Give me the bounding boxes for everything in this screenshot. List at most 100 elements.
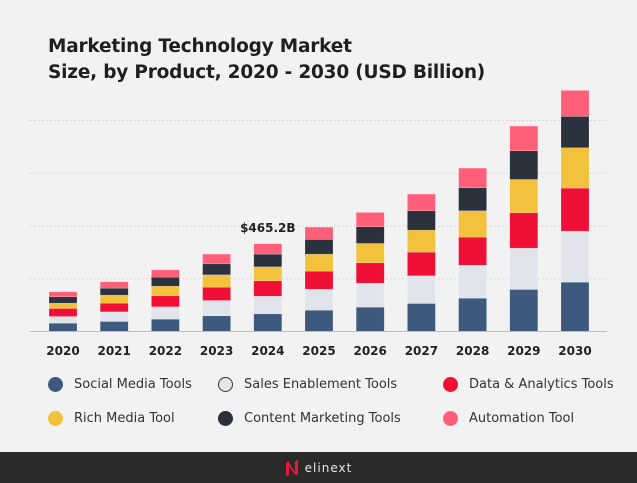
bar-segment-2022-5 (151, 269, 180, 278)
bar-segment-2021-4 (99, 287, 129, 296)
elinext-logo-icon (285, 459, 298, 476)
bar-segment-2030-2 (560, 187, 590, 232)
legend-swatch-icon (443, 377, 458, 392)
bar-segment-2027-3 (407, 229, 436, 253)
bar-segment-2028-5 (458, 167, 487, 189)
bar-segment-2023-2 (202, 286, 231, 301)
bar-segment-2020-4 (48, 296, 78, 304)
x-tick-label: 2026 (353, 344, 386, 358)
bar-segment-2026-1 (355, 282, 385, 308)
bar-segment-2020-2 (48, 308, 78, 317)
footer: elinext (0, 452, 637, 483)
bar-segment-2029-4 (509, 150, 539, 180)
bar-segment-2026-2 (355, 262, 385, 284)
x-tick-label: 2030 (558, 344, 591, 358)
legend-item: Social Media Tools (48, 377, 192, 392)
legend-label: Sales Enablement Tools (244, 377, 398, 392)
x-tick-label: 2021 (97, 344, 130, 358)
bar-segment-2020-5 (48, 291, 78, 298)
bar-segment-2024-5 (253, 243, 283, 255)
bar-segment-2021-5 (99, 281, 129, 289)
bar-segment-2025-1 (304, 288, 334, 311)
bar-segment-2021-3 (99, 294, 129, 304)
bar-segment-2027-4 (407, 210, 436, 231)
bar-segment-2028-1 (458, 264, 487, 299)
bar-segment-2026-0 (355, 306, 385, 332)
bar-segment-2029-3 (509, 179, 539, 214)
legend-swatch-icon (218, 377, 233, 392)
legend-label: Data & Analytics Tools (469, 377, 614, 392)
bar-segment-2023-4 (202, 263, 231, 276)
x-tick-label: 2022 (149, 344, 182, 358)
bar-segment-2022-0 (151, 318, 180, 332)
legend-swatch-icon (218, 411, 233, 426)
legend-label: Content Marketing Tools (244, 411, 401, 426)
legend-item: Content Marketing Tools (218, 411, 401, 426)
bar-segment-2030-1 (560, 230, 590, 283)
chart-title-line-2: Size, by Product, 2020 - 2030 (USD Billi… (48, 62, 486, 83)
legend-swatch-icon (48, 377, 63, 392)
bar-segment-2029-5 (509, 125, 539, 152)
legend-label: Social Media Tools (74, 377, 192, 392)
bar-segment-2028-3 (458, 210, 487, 238)
bar-segment-2030-4 (560, 116, 590, 149)
legend-label: Automation Tool (469, 411, 575, 426)
bar-segment-2022-1 (151, 306, 180, 320)
bar-segment-2022-3 (151, 285, 180, 297)
legend-item: Rich Media Tool (48, 411, 175, 426)
bar-segment-2020-3 (48, 302, 78, 309)
bar-segment-2021-1 (99, 311, 129, 322)
x-tick-label: 2023 (200, 344, 233, 358)
x-tick-label: 2027 (405, 344, 438, 358)
bar-segment-2027-2 (407, 251, 436, 277)
bar-segment-2026-4 (355, 226, 385, 244)
bar-segment-2022-2 (151, 295, 180, 308)
bar-segment-2024-0 (253, 313, 283, 332)
x-tick-label: 2024 (251, 344, 284, 358)
bar-segment-2021-2 (99, 302, 129, 313)
bar-segment-2029-0 (509, 289, 539, 332)
bar-segment-2030-0 (560, 281, 590, 332)
x-tick-label: 2028 (456, 344, 489, 358)
bar-segment-2025-5 (304, 226, 334, 240)
bar-segment-2022-4 (151, 276, 180, 287)
legend-label: Rich Media Tool (74, 411, 175, 426)
bar-segment-2027-1 (407, 275, 436, 304)
bar-segment-2020-0 (48, 322, 78, 332)
x-tick-label: 2025 (302, 344, 335, 358)
stacked-bar-chart: 2020 2021 2022 2023 2024 $465.2B 2025 2026 2027 2… (30, 90, 607, 358)
legend-swatch-icon (48, 411, 63, 426)
bar-segment-2024-4 (253, 253, 283, 268)
bar-segment-2026-5 (355, 212, 385, 228)
chart-title: Marketing Technology Market Size, by Pro… (48, 34, 485, 86)
legend-item: Automation Tool (443, 411, 574, 426)
bar-segment-2023-0 (202, 315, 231, 332)
bar-segment-2029-1 (509, 247, 539, 290)
bar-segment-2030-3 (560, 147, 590, 189)
bar-segment-2020-1 (48, 316, 78, 324)
bar-segment-2023-3 (202, 274, 231, 288)
bar-segment-2025-4 (304, 239, 334, 255)
bar-segment-2028-4 (458, 187, 487, 212)
brand-name: elinext (304, 460, 353, 475)
bar-segment-2021-0 (99, 321, 129, 332)
chart-title-line-1: Marketing Technology Market (48, 36, 352, 57)
x-tick-label: 2020 (46, 344, 79, 358)
legend-swatch-icon (443, 411, 458, 426)
bar-segment-2027-5 (407, 193, 436, 212)
bar-segment-2024-2 (253, 280, 283, 297)
bar-segment-2023-5 (202, 253, 231, 265)
bar-segment-2027-0 (407, 303, 436, 332)
bar-segment-2025-2 (304, 270, 334, 290)
bar-segment-2028-2 (458, 236, 487, 266)
bar-segment-2024-1 (253, 295, 283, 315)
legend-item: Sales Enablement Tools (218, 377, 397, 392)
data-label: $465.2B (240, 221, 295, 235)
bar-segment-2023-1 (202, 300, 231, 317)
bar-segment-2025-3 (304, 253, 334, 272)
x-tick-label: 2029 (507, 344, 540, 358)
bar-segment-2030-5 (560, 90, 590, 117)
bar-segment-2025-0 (304, 309, 334, 332)
legend-item: Data & Analytics Tools (443, 377, 614, 392)
bar-segment-2026-3 (355, 243, 385, 264)
